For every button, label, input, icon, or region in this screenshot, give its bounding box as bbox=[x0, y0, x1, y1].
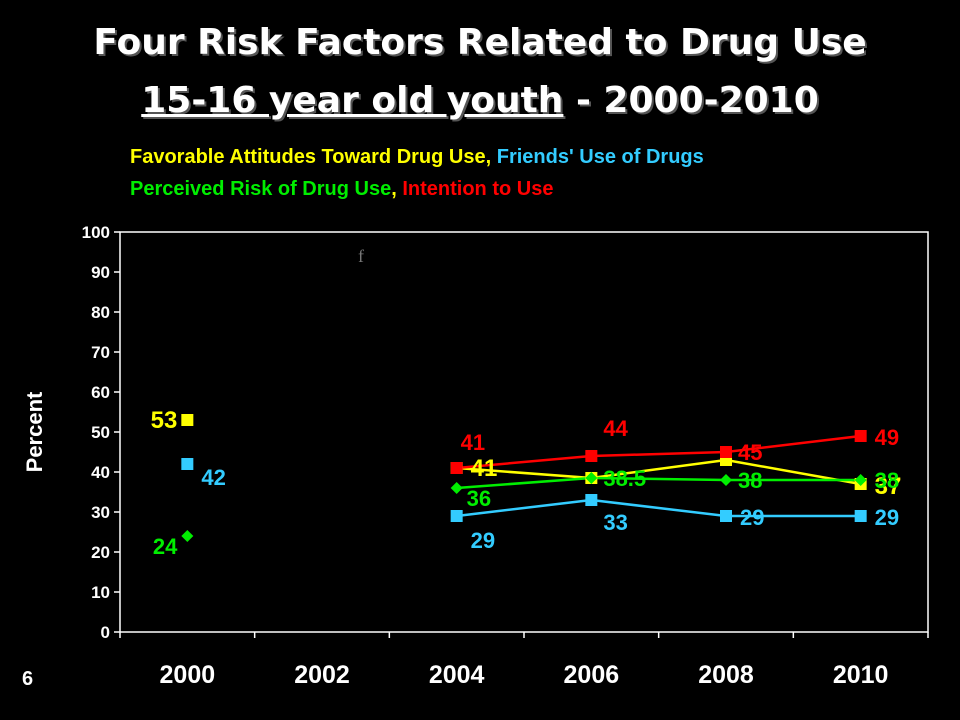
data-point-friends bbox=[854, 510, 867, 522]
legend-text-line1-0: Favorable Attitudes Toward Drug Use bbox=[130, 146, 486, 168]
data-label-friends: 29 bbox=[740, 505, 764, 530]
data-point-risk bbox=[450, 482, 463, 494]
data-label-risk: 38 bbox=[875, 468, 899, 493]
series-line-risk bbox=[591, 476, 727, 482]
slide-number: 6 bbox=[22, 668, 34, 690]
data-label-friends: 33 bbox=[603, 510, 627, 535]
data-label-intention: 44 bbox=[603, 416, 628, 441]
legend-text-line2-0: Perceived Risk of Drug Use bbox=[130, 178, 392, 200]
data-label-risk: 36 bbox=[467, 486, 491, 511]
plot-area bbox=[119, 231, 929, 633]
x-tick-label: 2004 bbox=[429, 661, 485, 689]
slide-title-line1: Four Risk Factors Related to Drug Use bbox=[93, 22, 867, 63]
y-tick-label: 100 bbox=[82, 223, 110, 242]
data-point-risk bbox=[181, 530, 194, 542]
y-tick-label: 80 bbox=[91, 303, 110, 322]
y-tick-label: 10 bbox=[91, 583, 110, 602]
y-tick-label: 40 bbox=[91, 463, 110, 482]
data-label-favorable: 37 bbox=[875, 473, 902, 500]
data-label-intention: 45 bbox=[738, 440, 762, 465]
y-tick-label: 20 bbox=[91, 543, 110, 562]
data-point-risk bbox=[854, 474, 867, 486]
data-point-intention bbox=[720, 446, 732, 458]
data-label-friends: 42 bbox=[201, 465, 225, 490]
legend-line-1: Favorable Attitudes Toward Drug Use, Fri… bbox=[130, 146, 704, 169]
data-point-risk bbox=[585, 472, 598, 484]
x-tick-label: 2006 bbox=[564, 661, 620, 689]
data-point-friends bbox=[720, 510, 732, 522]
title-rest-text: - 2000-2010 bbox=[563, 80, 819, 121]
y-tick-label: 60 bbox=[91, 383, 110, 402]
data-point-friends bbox=[181, 458, 194, 470]
data-label-intention: 41 bbox=[461, 430, 485, 455]
series-line-intention bbox=[456, 454, 592, 470]
data-point-friends bbox=[450, 510, 463, 522]
legend-text-line2-1: , bbox=[391, 178, 403, 200]
series-line-favorable bbox=[456, 466, 592, 480]
data-label-friends: 29 bbox=[875, 505, 899, 530]
data-point-favorable bbox=[181, 414, 194, 426]
data-label-risk: 24 bbox=[153, 534, 178, 559]
data-label-risk: 38 bbox=[738, 468, 762, 493]
data-label-favorable: 41 bbox=[471, 455, 498, 482]
y-axis-title: Percent bbox=[22, 391, 47, 472]
data-point-intention bbox=[585, 450, 598, 462]
data-label-risk: 38.5 bbox=[603, 466, 646, 491]
data-label-friends: 29 bbox=[471, 528, 495, 553]
legend-text-line2-2: Intention to Use bbox=[402, 178, 554, 200]
series-line-risk bbox=[456, 476, 592, 490]
data-point-risk bbox=[720, 474, 732, 486]
y-tick-label: 50 bbox=[91, 423, 110, 442]
series-line-intention bbox=[725, 434, 861, 454]
legend-line-2: Perceived Risk of Drug Use, Intention to… bbox=[130, 178, 553, 201]
x-tick-label: 2008 bbox=[698, 661, 754, 689]
y-tick-label: 0 bbox=[101, 623, 110, 642]
legend-text-line1-2: Friends' Use of Drugs bbox=[496, 146, 704, 168]
y-tick-label: 30 bbox=[91, 503, 110, 522]
x-tick-label: 2000 bbox=[160, 661, 216, 689]
y-tick-label: 90 bbox=[91, 263, 110, 282]
y-tick-label: 70 bbox=[91, 343, 110, 362]
slide-title-line2: 15-16 year old youth - 2000-2010 bbox=[0, 80, 960, 121]
data-point-intention bbox=[450, 462, 463, 474]
series-line-favorable bbox=[591, 458, 727, 480]
data-point-intention bbox=[854, 430, 867, 442]
stray-mark: f bbox=[358, 246, 364, 266]
series-line-friends bbox=[456, 498, 592, 518]
series-line-intention bbox=[591, 450, 727, 458]
legend-text-line1-1: , bbox=[485, 146, 497, 168]
data-label-intention: 49 bbox=[875, 425, 899, 450]
x-tick-label: 2002 bbox=[294, 661, 350, 689]
data-point-friends bbox=[585, 494, 598, 506]
title-underlined-text: 15-16 year old youth bbox=[141, 80, 564, 121]
x-tick-label: 2010 bbox=[833, 661, 889, 689]
data-label-favorable: 53 bbox=[151, 407, 178, 434]
series-line-friends bbox=[591, 498, 727, 518]
